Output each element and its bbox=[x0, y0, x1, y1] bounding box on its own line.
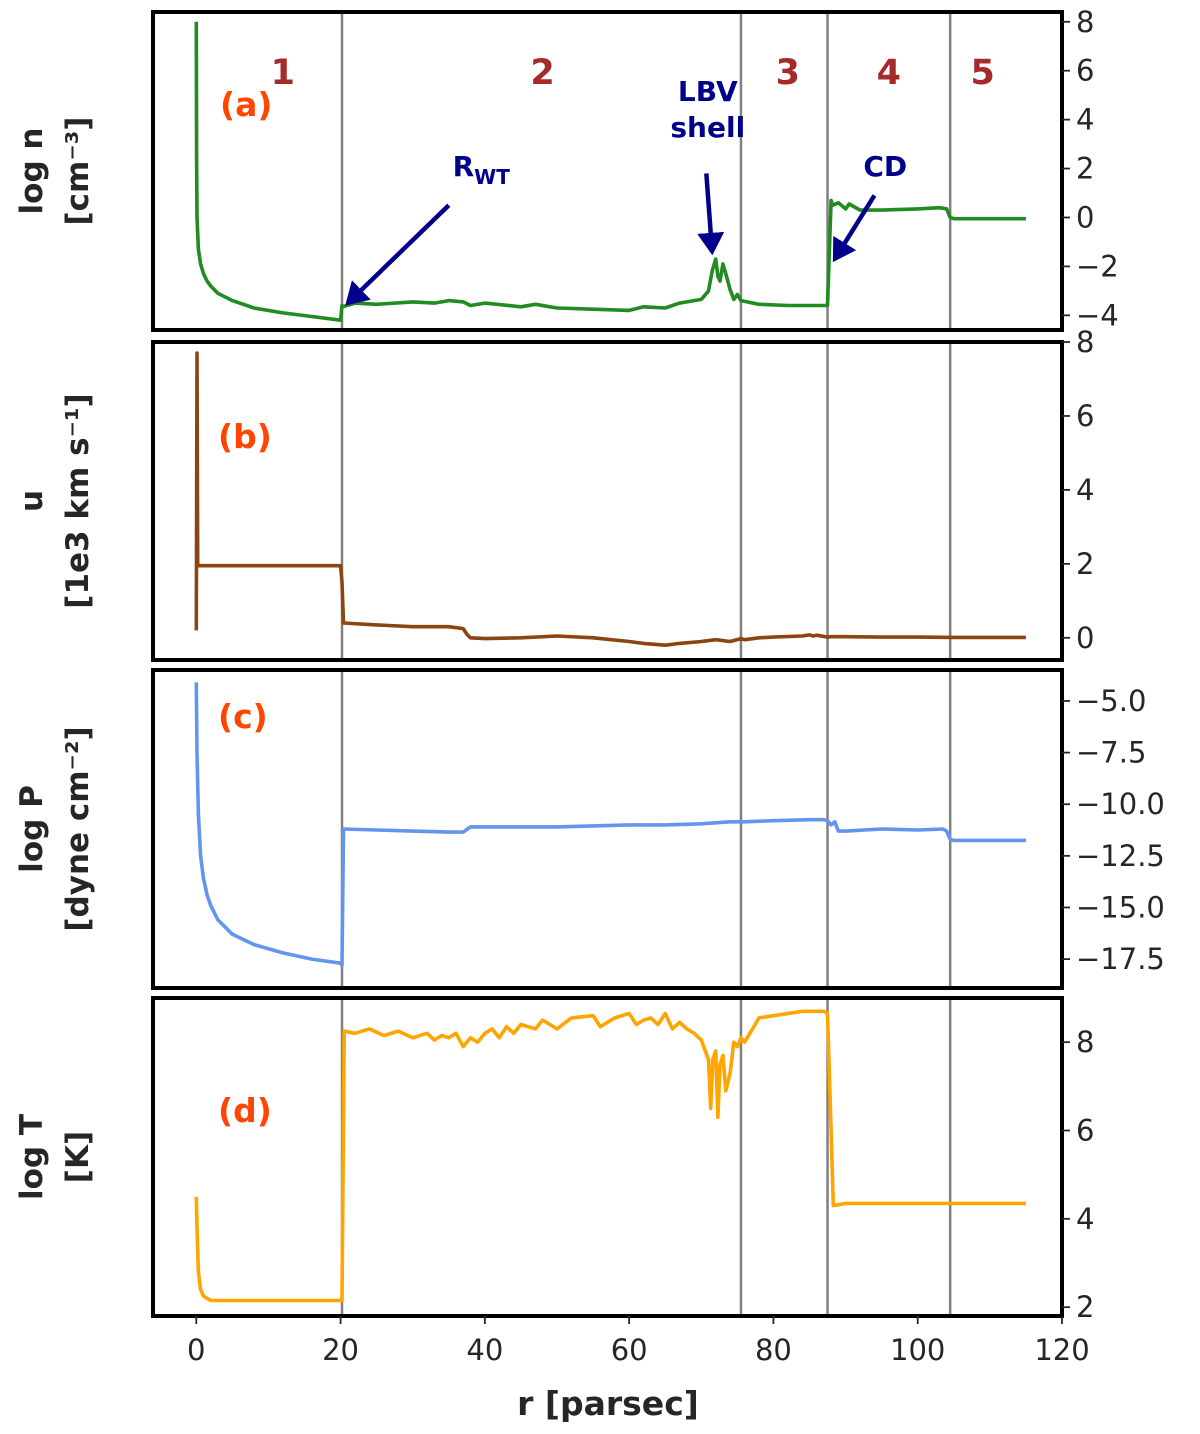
y-tick-label: −17.5 bbox=[1076, 942, 1165, 976]
annotation-label-main: CD bbox=[863, 150, 907, 183]
y-axis-label-line2: [cm⁻³] bbox=[60, 117, 96, 226]
annotation-label-main: R bbox=[453, 150, 475, 183]
panel-frame bbox=[151, 996, 1064, 1318]
x-axis: r [parsec] 0 20 40 60 80 100 120 bbox=[187, 1333, 1090, 1423]
series-line bbox=[194, 351, 1026, 647]
annotation-arrow bbox=[832, 194, 877, 263]
annotation-label: CD bbox=[863, 150, 907, 183]
y-axis-label-line2: [dyne cm⁻²] bbox=[60, 726, 96, 931]
series-line bbox=[194, 1009, 1026, 1303]
series-line bbox=[194, 682, 1026, 968]
x-tick-label: 100 bbox=[890, 1333, 945, 1367]
y-tick-label: 6 bbox=[1076, 1114, 1094, 1148]
y-tick-label: −7.5 bbox=[1076, 736, 1146, 770]
y-tick-label: −15.0 bbox=[1076, 890, 1165, 924]
panel-c-pressure: −5.0 −7.5 −10.0 −12.5 −15.0 −17.5 log P [dyne c… bbox=[14, 668, 1165, 990]
x-tick-label: 40 bbox=[466, 1333, 503, 1367]
y-tick-label: 0 bbox=[1076, 621, 1094, 655]
y-tick-label: 0 bbox=[1076, 200, 1094, 234]
panel-label: (c) bbox=[218, 697, 268, 736]
y-tick-label: −12.5 bbox=[1076, 839, 1165, 873]
region-label: 4 bbox=[877, 53, 901, 93]
y-tick-label: 8 bbox=[1076, 325, 1094, 359]
x-tick-label: 60 bbox=[611, 1333, 648, 1367]
panel-frame bbox=[151, 340, 1064, 662]
y-tick-label: −5.0 bbox=[1076, 684, 1146, 718]
y-axis-label-line2: [1e3 km s⁻¹] bbox=[60, 393, 96, 608]
region-label: 2 bbox=[530, 53, 554, 93]
panel-b-velocity: 8 6 4 2 0 u [1e3 km s⁻¹] (b) bbox=[14, 325, 1094, 662]
y-tick-label: 4 bbox=[1076, 103, 1094, 137]
series-line bbox=[194, 21, 1026, 322]
y-tick-label: −2 bbox=[1076, 249, 1119, 283]
y-tick-label: −10.0 bbox=[1076, 787, 1165, 821]
y-tick-label: −4 bbox=[1076, 298, 1119, 332]
annotation-label-line1: LBV bbox=[678, 75, 738, 108]
panel-d-temperature: 8 6 4 2 log T [K] (d) bbox=[14, 996, 1094, 1324]
y-tick-label: 4 bbox=[1076, 1202, 1094, 1236]
x-tick-label: 0 bbox=[187, 1333, 205, 1367]
y-tick-label: 2 bbox=[1076, 152, 1094, 186]
x-tick-label: 120 bbox=[1034, 1333, 1089, 1367]
y-tick-label: 2 bbox=[1076, 1290, 1094, 1324]
annotation-arrow bbox=[345, 203, 451, 306]
annotation-arrow bbox=[697, 173, 725, 256]
region-label: 1 bbox=[271, 53, 295, 93]
y-tick-label: 6 bbox=[1076, 399, 1094, 433]
y-tick-label: 8 bbox=[1076, 1025, 1094, 1059]
panel-label: (d) bbox=[218, 1091, 272, 1130]
panel-label: (a) bbox=[220, 85, 272, 124]
panel-frame bbox=[151, 10, 1064, 332]
y-tick-label: 8 bbox=[1076, 5, 1094, 39]
annotation-label: RWT bbox=[453, 150, 511, 189]
region-label: 5 bbox=[970, 53, 994, 93]
x-axis-label: r [parsec] bbox=[517, 1384, 699, 1423]
y-tick-label: 4 bbox=[1076, 473, 1094, 507]
y-axis-label-line1: u bbox=[14, 490, 50, 512]
x-tick-label: 80 bbox=[755, 1333, 792, 1367]
region-label: 3 bbox=[776, 53, 800, 93]
x-tick-label: 20 bbox=[322, 1333, 359, 1367]
panel-label: (b) bbox=[218, 417, 272, 456]
annotation-label-sub: WT bbox=[474, 165, 510, 189]
y-axis-label-line2: [K] bbox=[60, 1131, 96, 1183]
y-tick-label: 6 bbox=[1076, 54, 1094, 88]
y-axis-label-line1: log n bbox=[14, 128, 50, 215]
y-tick-label: 2 bbox=[1076, 547, 1094, 581]
annotation-label-line2: shell bbox=[670, 111, 745, 144]
y-axis-label-line1: log P bbox=[14, 785, 50, 873]
panel-frame bbox=[151, 668, 1064, 990]
y-axis-label-line1: log T bbox=[14, 1114, 50, 1200]
